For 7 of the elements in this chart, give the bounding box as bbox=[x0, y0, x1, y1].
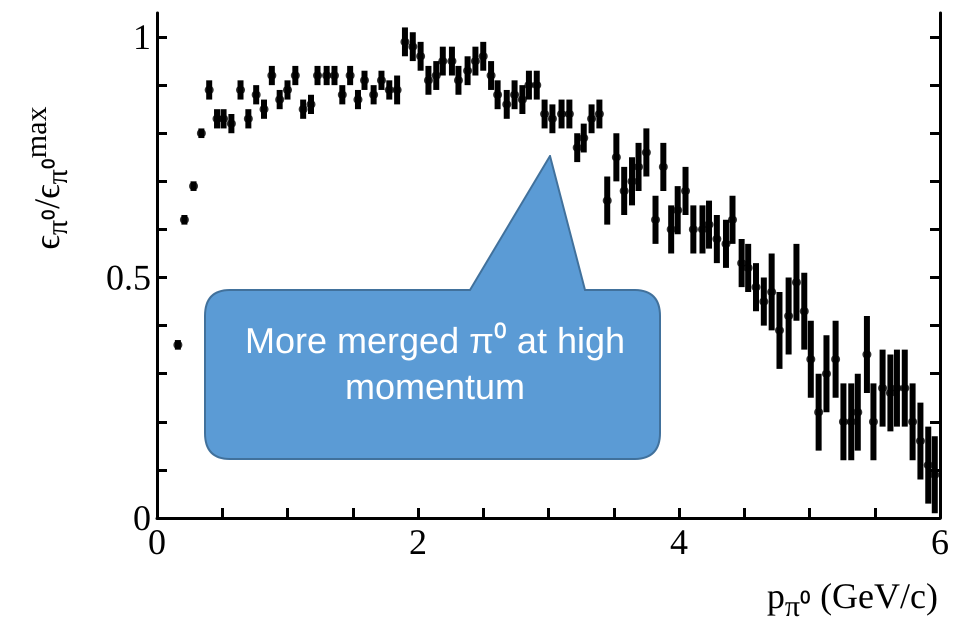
annotation: More merged π⁰ at high momentum bbox=[245, 319, 626, 409]
y-tick-label: 1 bbox=[133, 17, 151, 58]
x-tick-label: 6 bbox=[931, 522, 949, 562]
x-axis-title: p$_{π⁰}$ (GeV/c) bbox=[766, 575, 938, 626]
y-tick-label: 0.5 bbox=[106, 258, 151, 298]
x-tick-label: 4 bbox=[670, 522, 688, 562]
x-tick-label: 2 bbox=[409, 522, 427, 562]
